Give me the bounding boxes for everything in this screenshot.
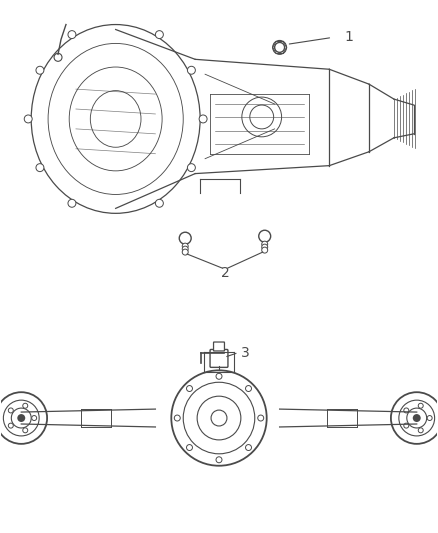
Circle shape — [8, 423, 13, 428]
Circle shape — [187, 385, 192, 392]
Circle shape — [155, 199, 163, 207]
Circle shape — [155, 30, 163, 38]
Circle shape — [216, 457, 222, 463]
Circle shape — [187, 445, 192, 450]
Circle shape — [413, 414, 421, 422]
Circle shape — [187, 164, 195, 172]
Circle shape — [36, 66, 44, 74]
FancyBboxPatch shape — [210, 350, 228, 367]
Circle shape — [404, 423, 409, 428]
Circle shape — [262, 247, 268, 253]
Circle shape — [23, 428, 28, 433]
Circle shape — [199, 115, 207, 123]
Circle shape — [68, 199, 76, 207]
Circle shape — [246, 445, 251, 450]
Circle shape — [216, 373, 222, 379]
Circle shape — [418, 403, 423, 408]
Circle shape — [179, 232, 191, 244]
Circle shape — [275, 43, 285, 52]
Circle shape — [182, 246, 188, 252]
Circle shape — [427, 416, 432, 421]
Circle shape — [174, 415, 180, 421]
Circle shape — [36, 164, 44, 172]
Circle shape — [246, 385, 251, 392]
Circle shape — [182, 243, 188, 249]
Circle shape — [171, 370, 267, 466]
Text: 1: 1 — [344, 30, 353, 44]
Circle shape — [182, 249, 188, 255]
Circle shape — [262, 241, 268, 247]
Circle shape — [404, 408, 409, 413]
Circle shape — [258, 415, 264, 421]
FancyBboxPatch shape — [214, 342, 224, 351]
Circle shape — [418, 428, 423, 433]
Circle shape — [187, 66, 195, 74]
Circle shape — [24, 115, 32, 123]
Circle shape — [259, 230, 271, 242]
Circle shape — [32, 416, 37, 421]
Circle shape — [0, 392, 47, 444]
Circle shape — [17, 414, 25, 422]
Circle shape — [262, 244, 268, 250]
Circle shape — [68, 30, 76, 38]
Text: 2: 2 — [221, 266, 230, 280]
Text: 3: 3 — [241, 346, 250, 360]
Circle shape — [23, 403, 28, 408]
Circle shape — [391, 392, 438, 444]
Circle shape — [8, 408, 13, 413]
